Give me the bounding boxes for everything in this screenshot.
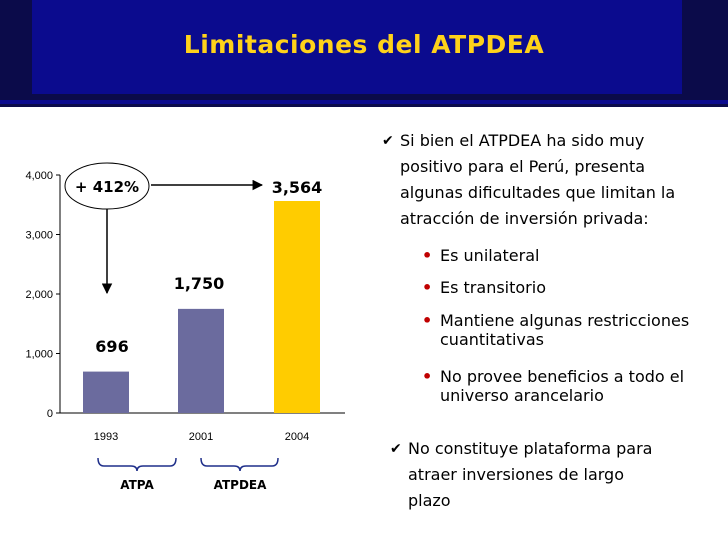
data-label: 696 bbox=[95, 337, 128, 356]
data-label: 3,564 bbox=[272, 178, 323, 197]
header-band bbox=[32, 0, 682, 94]
slide-title: Limitaciones del ATPDEA bbox=[183, 30, 545, 59]
sub-bullet-text: Mantiene algunas restricciones cuantitat… bbox=[440, 311, 690, 349]
y-tick-label: 0 bbox=[47, 408, 53, 420]
sub-bullet-text: Es transitorio bbox=[440, 278, 546, 297]
period-bracket bbox=[97, 457, 177, 472]
header-divider bbox=[0, 100, 728, 104]
x-axis-labels: 1993 2001 2004 bbox=[94, 431, 309, 443]
x-tick-label: 2001 bbox=[189, 431, 213, 443]
slide-header: Limitaciones del ATPDEA bbox=[0, 0, 728, 107]
sub-bullet-text: No provee beneficios a todo el universo … bbox=[440, 367, 685, 405]
sub-bullet-text: Es unilateral bbox=[440, 246, 540, 265]
sub-bullet: • Mantiene algunas restricciones cuantit… bbox=[422, 311, 707, 349]
bar-chart: 0 1,000 2,000 3,000 4,000 696 1,750 3,564 1993… bbox=[25, 162, 345, 492]
period-label: ATPDEA bbox=[214, 478, 267, 492]
bar bbox=[83, 371, 129, 413]
bullet-intro: ✔ Si bien el ATPDEA ha sido muy positivo… bbox=[382, 128, 712, 232]
period-bracket bbox=[200, 457, 279, 472]
check-icon: ✔ bbox=[382, 133, 394, 149]
data-label: 1,750 bbox=[174, 274, 225, 293]
x-tick-label: 2004 bbox=[285, 431, 309, 443]
bars-group: 696 1,750 3,564 bbox=[80, 171, 339, 413]
y-tick-label: 3,000 bbox=[25, 230, 53, 242]
growth-annotation: + 412% bbox=[75, 178, 139, 196]
sub-bullet: • No provee beneficios a todo el univers… bbox=[422, 367, 707, 405]
bullet-closing-text: No constituye plataforma para atraer inv… bbox=[408, 439, 653, 510]
y-axis: 0 1,000 2,000 3,000 4,000 bbox=[25, 170, 345, 420]
period-label: ATPA bbox=[120, 478, 154, 492]
dot-icon: • bbox=[422, 311, 433, 330]
check-icon: ✔ bbox=[390, 441, 402, 457]
sub-bullet: • Es transitorio bbox=[422, 278, 707, 297]
dot-icon: • bbox=[422, 367, 433, 386]
y-tick-label: 4,000 bbox=[25, 170, 53, 182]
period-brackets: ATPA ATPDEA bbox=[97, 457, 279, 492]
data-label-background bbox=[158, 267, 240, 297]
bullet-intro-text: Si bien el ATPDEA ha sido muy positivo p… bbox=[400, 131, 676, 228]
bullet-closing: ✔ No constituye plataforma para atraer i… bbox=[390, 436, 670, 514]
sub-bullet: • Es unilateral bbox=[422, 246, 707, 265]
dot-icon: • bbox=[422, 246, 433, 265]
bar bbox=[178, 308, 224, 413]
y-tick-label: 2,000 bbox=[25, 289, 53, 301]
dot-icon: • bbox=[422, 278, 433, 297]
annotations: + 412% bbox=[64, 162, 264, 295]
data-label-background bbox=[255, 171, 339, 201]
x-tick-label: 1993 bbox=[94, 431, 118, 443]
bar bbox=[274, 200, 320, 413]
y-tick-label: 1,000 bbox=[25, 349, 53, 361]
data-label-background bbox=[80, 330, 144, 360]
